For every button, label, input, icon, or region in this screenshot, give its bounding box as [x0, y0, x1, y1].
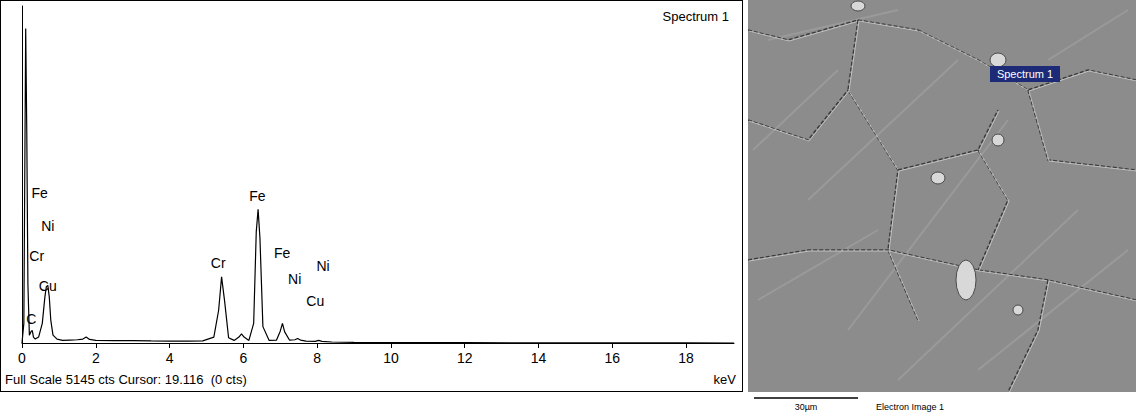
svg-text:C: C [26, 311, 36, 327]
svg-text:Fe: Fe [249, 188, 266, 204]
svg-text:Ni: Ni [288, 271, 301, 287]
svg-text:Spectrum 1: Spectrum 1 [997, 68, 1053, 80]
svg-text:30µm: 30µm [795, 402, 818, 412]
svg-text:16: 16 [604, 350, 620, 366]
svg-text:18: 18 [678, 350, 694, 366]
svg-text:Cu: Cu [38, 278, 57, 294]
svg-text:14: 14 [531, 350, 547, 366]
svg-text:0: 0 [18, 350, 26, 366]
svg-text:Full Scale 5145 cts Cursor: 19: Full Scale 5145 cts Cursor: 19.116 (0 ct… [5, 372, 247, 387]
svg-text:Cu: Cu [306, 293, 324, 309]
svg-text:Fe: Fe [32, 185, 49, 201]
svg-text:12: 12 [457, 350, 473, 366]
svg-text:Cr: Cr [211, 255, 226, 271]
svg-text:8: 8 [313, 350, 321, 366]
svg-text:Cr: Cr [29, 248, 44, 264]
svg-text:Fe: Fe [274, 245, 291, 261]
svg-text:2: 2 [92, 350, 100, 366]
svg-text:4: 4 [166, 350, 174, 366]
svg-text:10: 10 [383, 350, 399, 366]
svg-text:Spectrum 1: Spectrum 1 [663, 9, 729, 24]
svg-text:Ni: Ni [316, 258, 329, 274]
svg-text:Ni: Ni [41, 218, 54, 234]
svg-text:keV: keV [714, 372, 737, 387]
svg-text:6: 6 [239, 350, 247, 366]
svg-text:Electron Image 1: Electron Image 1 [876, 402, 944, 412]
